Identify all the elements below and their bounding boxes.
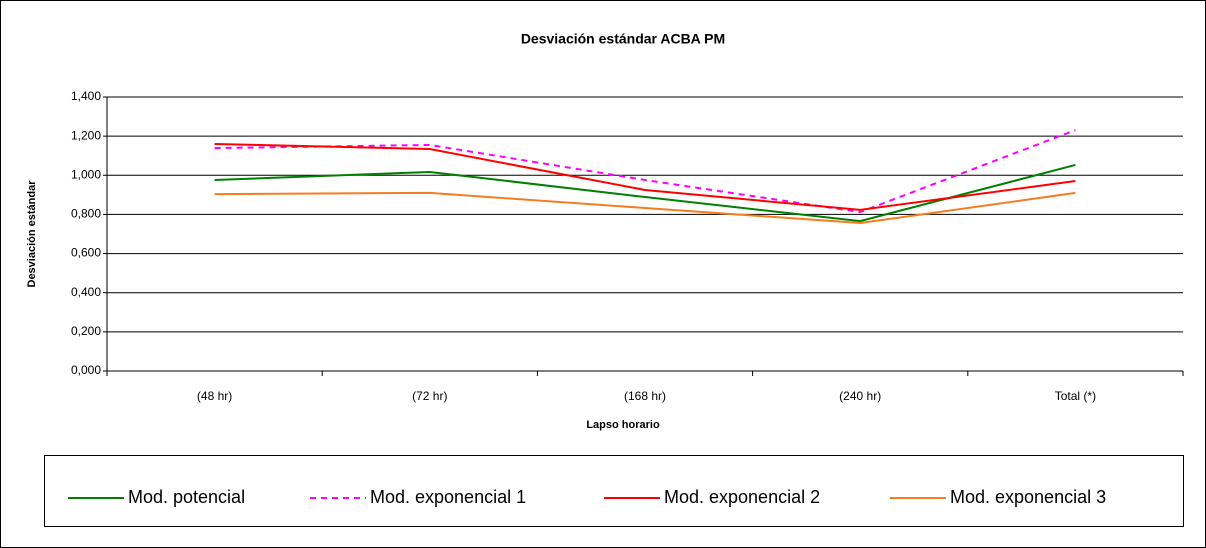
y-tick-label: 0,200 xyxy=(71,324,101,338)
y-tick-label: 1,400 xyxy=(71,89,101,103)
y-tick-label: 0,400 xyxy=(71,285,101,299)
y-axis-title: Desviación estándar xyxy=(26,180,38,288)
x-tick-label: Total (*) xyxy=(1055,389,1096,403)
x-tick-label: (240 hr) xyxy=(839,389,881,403)
y-tick-label: 1,200 xyxy=(71,128,101,142)
chart-title: Desviación estándar ACBA PM xyxy=(521,31,725,47)
legend-label: Mod. potencial xyxy=(128,487,245,507)
series-line xyxy=(214,129,1076,214)
series-line xyxy=(214,191,1076,225)
series-line xyxy=(214,163,1076,223)
x-axis-title: Lapso horario xyxy=(586,419,660,431)
series-line xyxy=(214,142,1076,211)
x-tick-label: (72 hr) xyxy=(412,389,447,403)
legend-box xyxy=(44,455,1184,527)
x-tick-label: (168 hr) xyxy=(624,389,666,403)
y-tick-label: 0,000 xyxy=(71,363,101,377)
legend-label: Mod. exponencial 2 xyxy=(664,487,820,507)
x-tick-label: (48 hr) xyxy=(197,389,232,403)
y-tick-label: 1,000 xyxy=(71,167,101,181)
legend-label: Mod. exponencial 3 xyxy=(950,487,1106,507)
y-tick-label: 0,600 xyxy=(71,246,101,260)
legend-label: Mod. exponencial 1 xyxy=(370,487,526,507)
y-tick-label: 0,800 xyxy=(71,207,101,221)
